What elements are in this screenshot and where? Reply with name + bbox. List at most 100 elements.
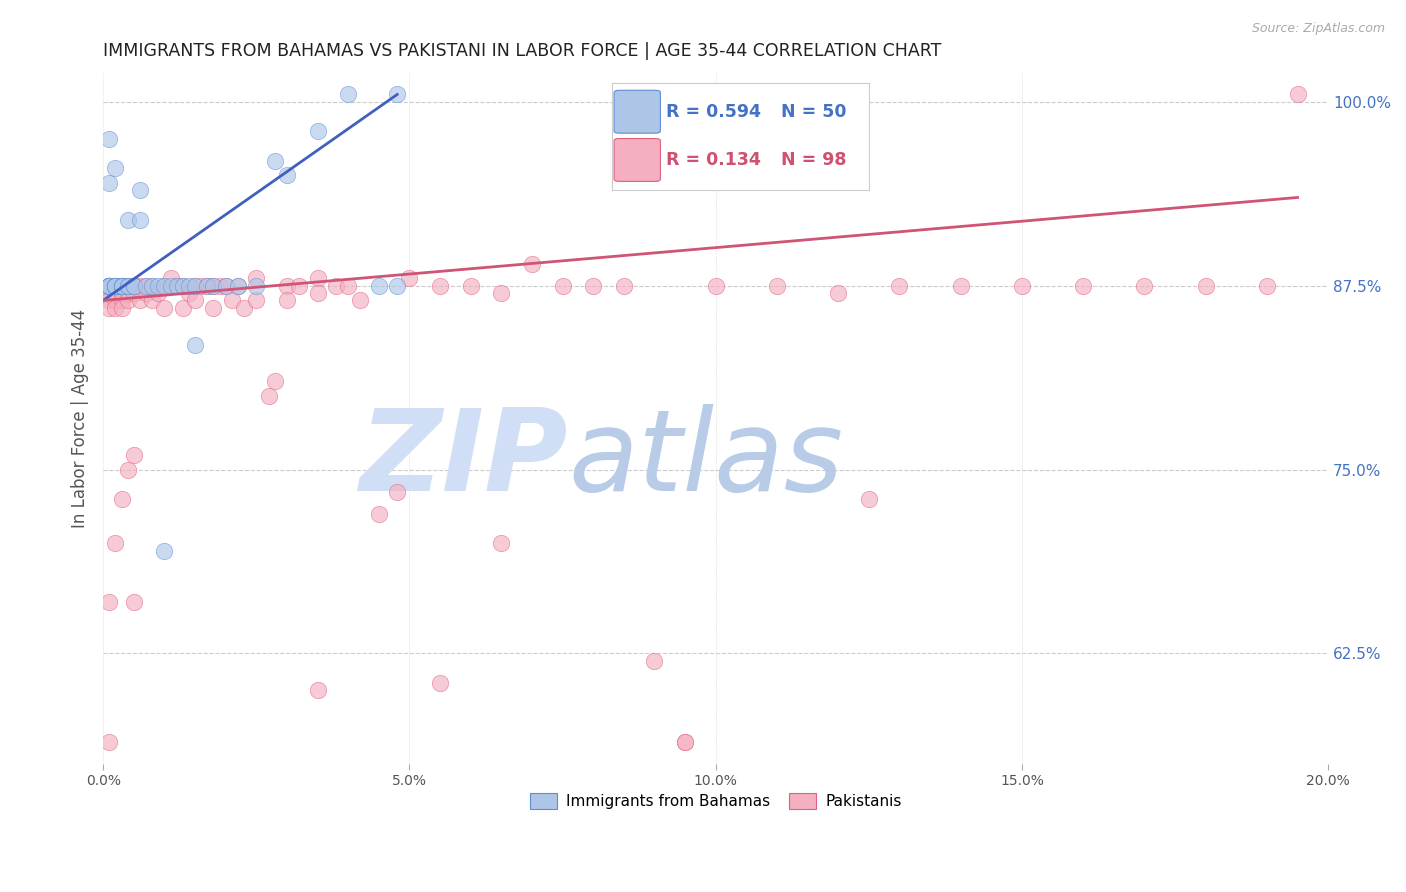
Point bbox=[827, 286, 849, 301]
Point bbox=[104, 293, 127, 308]
Point bbox=[98, 301, 121, 315]
Point bbox=[98, 278, 121, 293]
Point bbox=[153, 543, 176, 558]
Point bbox=[184, 278, 207, 293]
Point bbox=[104, 278, 127, 293]
Point bbox=[98, 278, 121, 293]
Point bbox=[98, 278, 121, 293]
Text: IMMIGRANTS FROM BAHAMAS VS PAKISTANI IN LABOR FORCE | AGE 35-44 CORRELATION CHAR: IMMIGRANTS FROM BAHAMAS VS PAKISTANI IN … bbox=[103, 42, 942, 60]
Point bbox=[128, 183, 150, 197]
Point bbox=[214, 278, 236, 293]
Point bbox=[117, 278, 139, 293]
Point bbox=[122, 286, 145, 301]
Point bbox=[263, 153, 285, 168]
Point bbox=[148, 278, 170, 293]
Point bbox=[153, 278, 176, 293]
Point bbox=[307, 683, 329, 698]
Point bbox=[177, 278, 200, 293]
Point bbox=[643, 654, 665, 668]
Point bbox=[98, 278, 121, 293]
Point bbox=[337, 87, 360, 102]
Point bbox=[104, 301, 127, 315]
Point bbox=[110, 278, 132, 293]
Point bbox=[195, 278, 218, 293]
Point bbox=[673, 735, 696, 749]
Point bbox=[110, 301, 132, 315]
Point bbox=[98, 278, 121, 293]
Point bbox=[98, 278, 121, 293]
Point bbox=[117, 212, 139, 227]
Point bbox=[98, 278, 121, 293]
Point bbox=[110, 278, 132, 293]
Point bbox=[429, 676, 451, 690]
Point bbox=[98, 595, 121, 609]
Point bbox=[172, 301, 194, 315]
Point bbox=[153, 301, 176, 315]
Point bbox=[307, 286, 329, 301]
Point bbox=[98, 293, 121, 308]
Point bbox=[1133, 278, 1156, 293]
Point bbox=[398, 271, 420, 285]
Point bbox=[307, 271, 329, 285]
Point bbox=[208, 278, 231, 293]
Point bbox=[122, 595, 145, 609]
Point bbox=[551, 278, 574, 293]
Y-axis label: In Labor Force | Age 35-44: In Labor Force | Age 35-44 bbox=[72, 309, 89, 528]
Point bbox=[166, 278, 188, 293]
Point bbox=[307, 124, 329, 138]
Point bbox=[110, 278, 132, 293]
Point bbox=[385, 278, 408, 293]
Point bbox=[288, 278, 311, 293]
Point bbox=[184, 337, 207, 351]
Point bbox=[98, 735, 121, 749]
Point bbox=[128, 293, 150, 308]
Point bbox=[159, 278, 181, 293]
Point bbox=[184, 293, 207, 308]
Point bbox=[337, 278, 360, 293]
Point bbox=[104, 278, 127, 293]
Point bbox=[117, 293, 139, 308]
Point bbox=[1286, 87, 1309, 102]
Point bbox=[177, 286, 200, 301]
Point bbox=[184, 278, 207, 293]
Point bbox=[202, 278, 225, 293]
Point bbox=[190, 278, 212, 293]
Point bbox=[135, 286, 157, 301]
Point bbox=[889, 278, 911, 293]
Point bbox=[98, 176, 121, 190]
Point bbox=[325, 278, 347, 293]
Point bbox=[367, 507, 389, 521]
Point bbox=[385, 87, 408, 102]
Point bbox=[104, 286, 127, 301]
Point bbox=[673, 735, 696, 749]
Point bbox=[582, 278, 605, 293]
Point bbox=[949, 278, 972, 293]
Point bbox=[704, 278, 727, 293]
Point bbox=[98, 278, 121, 293]
Point bbox=[141, 278, 163, 293]
Point bbox=[226, 278, 249, 293]
Point bbox=[98, 278, 121, 293]
Point bbox=[766, 278, 789, 293]
Point bbox=[104, 278, 127, 293]
Point bbox=[104, 278, 127, 293]
Point bbox=[245, 271, 267, 285]
Point bbox=[110, 278, 132, 293]
Point bbox=[104, 278, 127, 293]
Point bbox=[98, 278, 121, 293]
Point bbox=[110, 278, 132, 293]
Point bbox=[141, 293, 163, 308]
Point bbox=[98, 278, 121, 293]
Point bbox=[349, 293, 371, 308]
Point bbox=[460, 278, 482, 293]
Point bbox=[491, 286, 513, 301]
Text: atlas: atlas bbox=[568, 404, 844, 515]
Point bbox=[104, 536, 127, 550]
Point bbox=[98, 286, 121, 301]
Point bbox=[245, 278, 267, 293]
Point bbox=[1194, 278, 1216, 293]
Point bbox=[276, 293, 298, 308]
Point bbox=[122, 278, 145, 293]
Point bbox=[117, 462, 139, 476]
Point bbox=[226, 278, 249, 293]
